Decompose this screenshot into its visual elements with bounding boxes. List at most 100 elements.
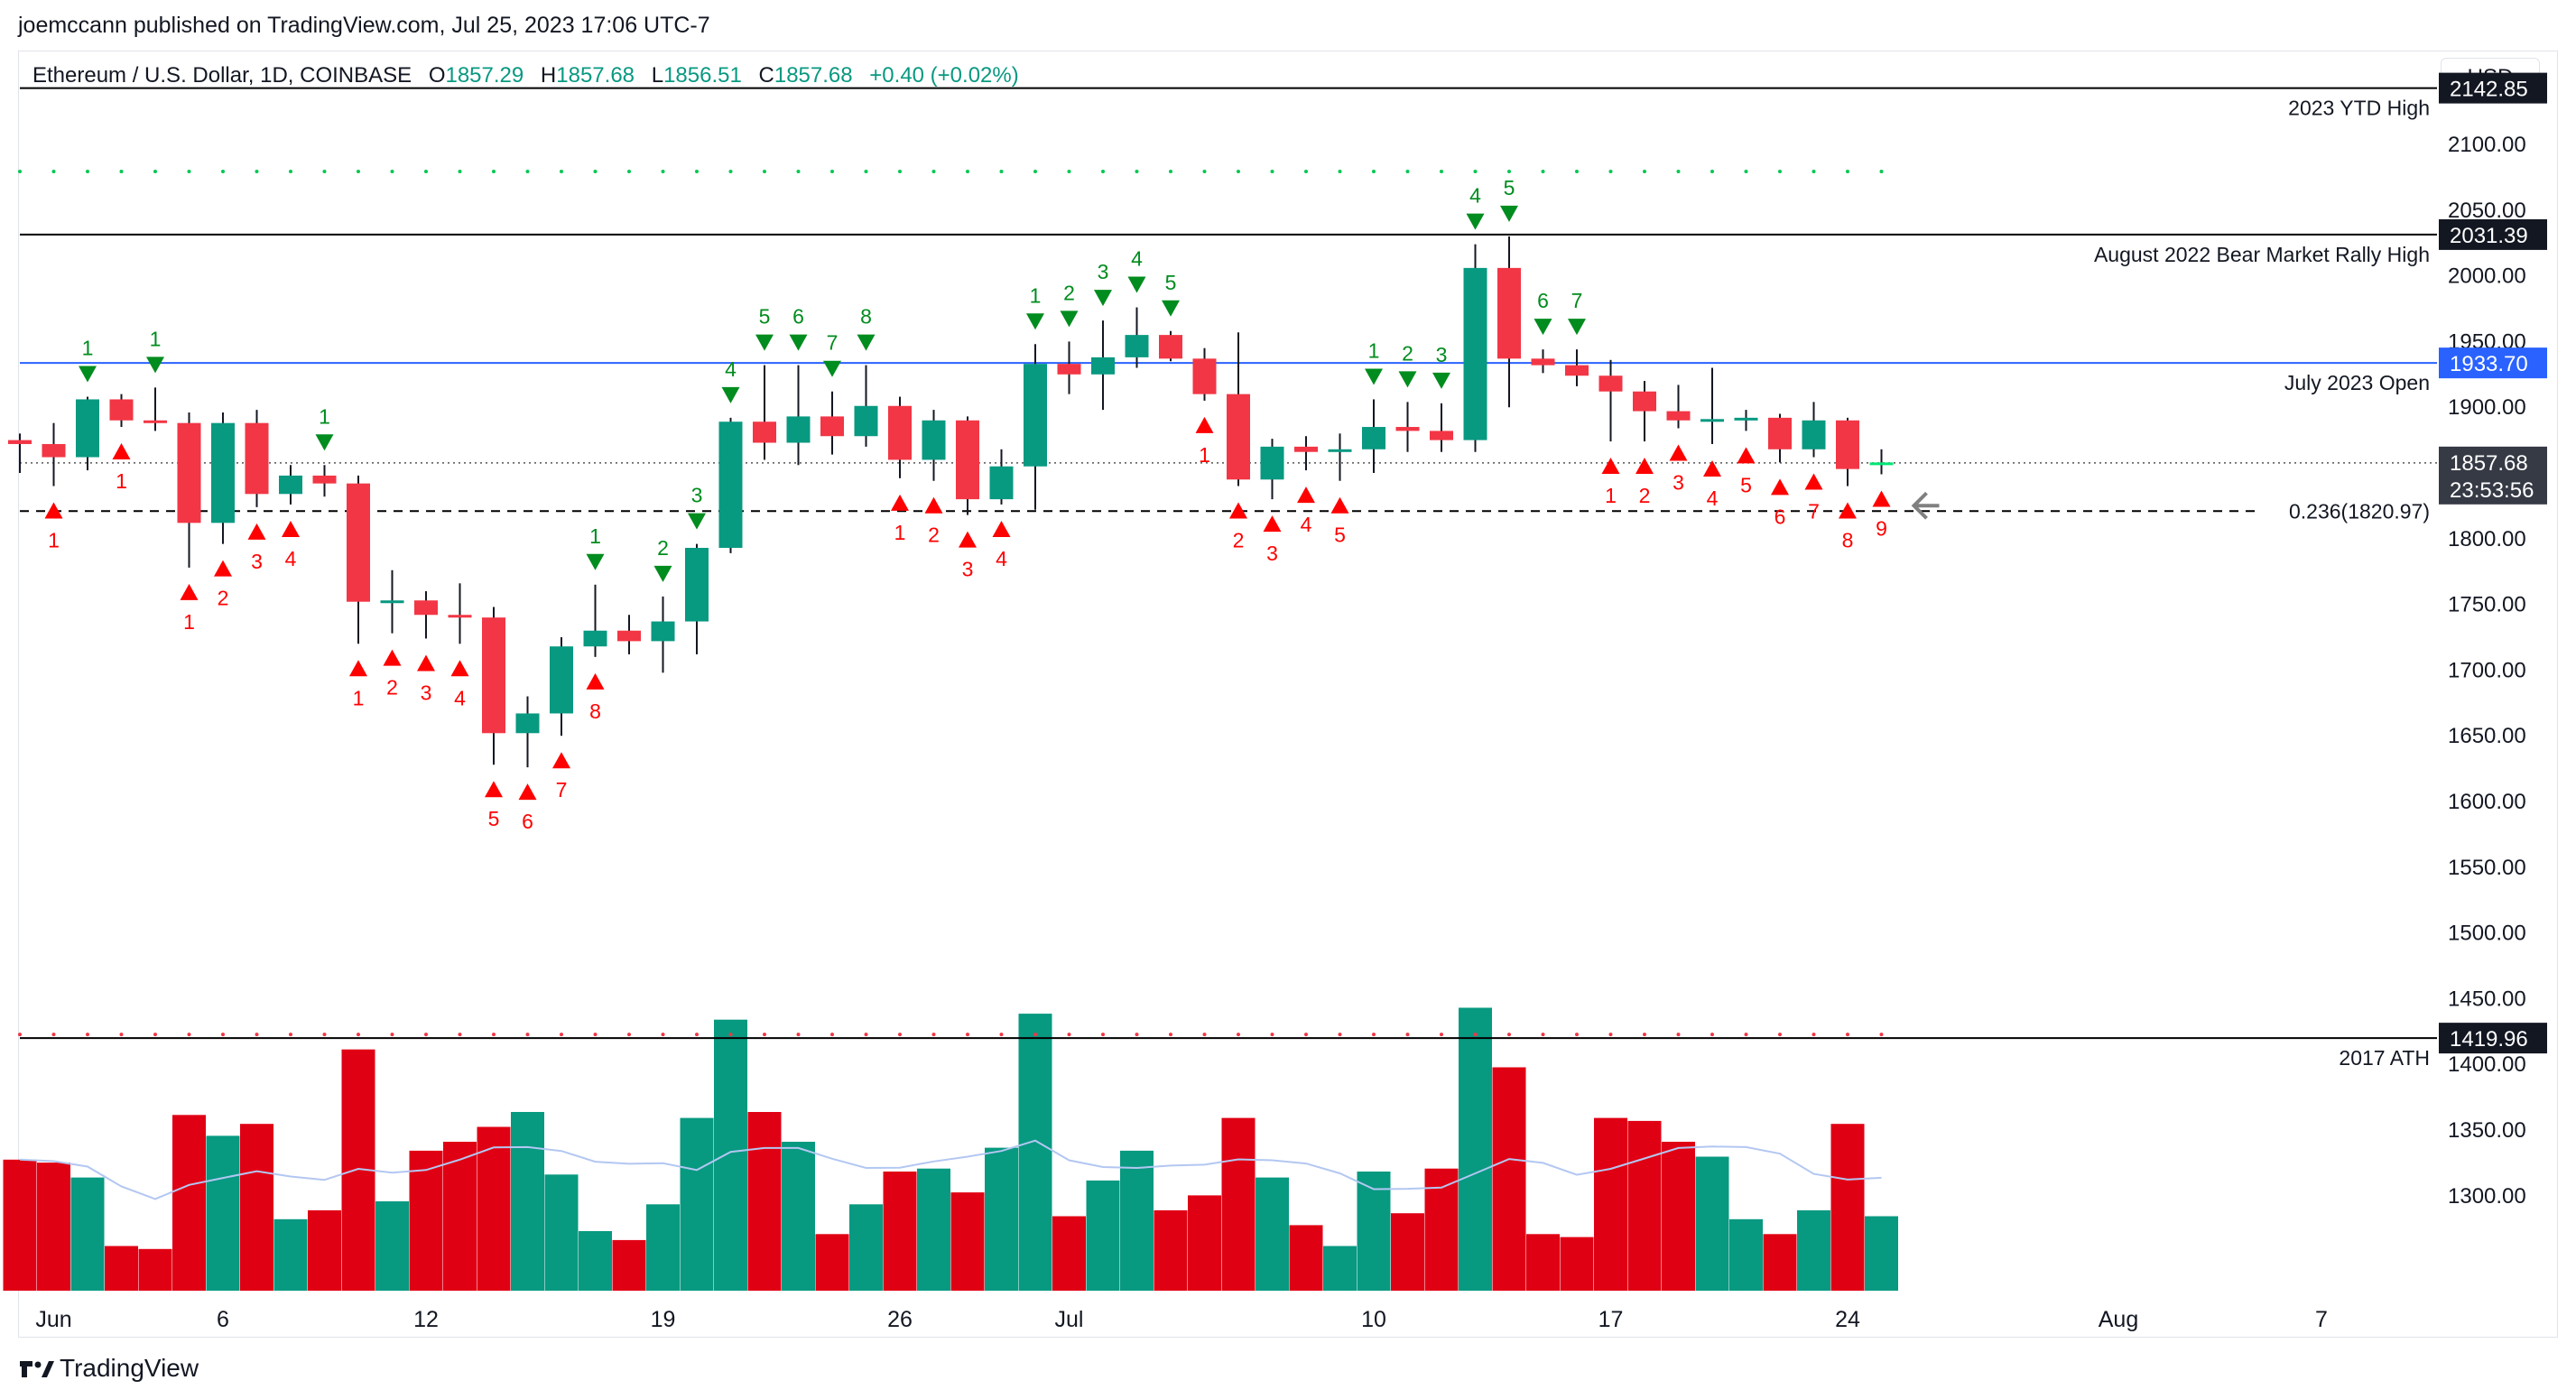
td-buy-count: 4 [996,547,1007,570]
indicator-dot-red [661,1033,665,1037]
volume-bar [612,1239,646,1291]
volume-bar [172,1115,206,1291]
indicator-dot-green [289,170,292,173]
td-buy-arrow-icon [1330,496,1349,514]
td-sell-count: 1 [82,337,94,360]
td-sell-count: 3 [1098,260,1109,283]
indicator-dot-green [1440,170,1443,173]
volume-bar [883,1172,917,1291]
td-sell-arrow-icon [1365,368,1383,385]
indicator-dot-green [898,170,902,173]
indicator-dot-green [1541,170,1545,173]
change-value: +0.40 (+0.02%) [869,63,1019,88]
indicator-dot-green [187,170,191,173]
td-sell-count: 7 [827,331,839,355]
indicator-dot-red [1473,1033,1478,1037]
td-sell-count: 5 [1165,271,1177,294]
candle-body [347,483,370,602]
candle-body [956,420,979,500]
indicator-dot-green [86,170,89,173]
volume-bar [1391,1213,1424,1291]
td-buy-count: 1 [48,529,60,552]
price-axis-tick: 2100.00 [2448,133,2526,157]
candle-body [312,475,337,484]
price-axis-tick: 2050.00 [2448,199,2526,223]
candle-body [177,422,201,523]
candle-body [42,443,66,458]
td-buy-count: 3 [1266,542,1278,565]
close-label: C [758,63,774,88]
indicator-dot-red [1135,1033,1139,1037]
td-sell-arrow-icon [586,553,605,570]
td-buy-arrow-icon [586,672,605,690]
td-buy-count: 1 [183,610,195,634]
td-buy-count: 3 [962,558,974,581]
td-sell-arrow-icon [1162,300,1180,317]
indicator-dot-red [1338,1033,1342,1037]
td-sell-count: 1 [1368,338,1380,362]
volume-bar [1526,1234,1560,1291]
volume-bar [1865,1216,1898,1291]
level-label: 2023 YTD High [2288,97,2430,120]
indicator-dot-red [796,1033,801,1037]
indicator-dot-red [966,1033,969,1037]
indicator-dot-green [1643,170,1646,173]
indicator-dot-red [1778,1033,1782,1037]
td-buy-count: 5 [1740,473,1752,496]
time-axis-tick: 19 [651,1307,676,1332]
td-buy-count: 4 [285,547,297,570]
td-buy-count: 2 [1639,484,1651,507]
candle-body [1057,364,1081,375]
volume-bar [3,1159,37,1291]
tradingview-logo-icon[interactable] [18,1357,54,1379]
indicator-dot-green [1608,170,1613,173]
candle-body [1395,427,1420,431]
candle-body [1802,420,1826,449]
indicator-dot-green [424,170,428,173]
td-sell-arrow-icon [315,434,334,451]
td-buy-count: 3 [251,550,263,573]
indicator-dot-green [1169,170,1172,173]
indicator-dot-red [931,1033,936,1037]
td-buy-count: 4 [454,686,466,709]
volume-bar [308,1209,341,1291]
volume-bar [544,1174,579,1291]
indicator-dot-green [1304,170,1308,173]
volume-bar [1594,1117,1627,1291]
indicator-dot-green [627,170,631,173]
td-buy-count: 4 [1301,513,1312,536]
indicator-dot-red [1541,1033,1545,1037]
indicator-dot-green [593,170,598,173]
indicator-dot-green [661,170,665,173]
volume-bar [1763,1234,1797,1291]
td-buy-count: 6 [1774,505,1786,528]
indicator-dot-green [1812,170,1816,173]
indicator-dot-red [1710,1033,1714,1037]
time-axis-tick: 17 [1598,1307,1624,1332]
volume-bar [206,1135,240,1291]
volume-bar [714,1019,747,1291]
price-axis-tick: 2000.00 [2448,264,2526,289]
volume-bar [1052,1216,1086,1291]
indicator-dot-green [830,170,834,173]
indicator-dot-red [119,1033,124,1037]
volume-bar [815,1234,849,1291]
td-sell-count: 4 [1131,247,1143,271]
td-buy-arrow-icon [1263,515,1282,533]
td-buy-count: 1 [353,686,365,709]
indicator-dot-green [1135,170,1139,173]
indicator-dot-green [18,170,22,173]
indicator-dot-red [593,1033,598,1037]
td-buy-arrow-icon [349,660,367,677]
indicator-dot-green [153,170,157,173]
td-buy-count: 1 [1605,484,1617,507]
volume-bar [1120,1150,1154,1291]
indicator-dot-red [357,1033,360,1037]
candle-body [854,405,878,437]
candle-body [685,547,709,622]
candle-body [583,630,607,647]
volume-bar [138,1248,172,1291]
footer-brand[interactable]: TradingView [60,1354,199,1382]
td-buy-arrow-icon [383,649,402,666]
